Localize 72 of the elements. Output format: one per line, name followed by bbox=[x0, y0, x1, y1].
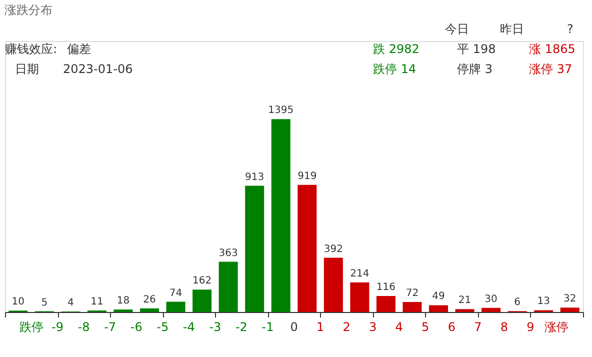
x-tick-label: -9 bbox=[52, 320, 64, 334]
x-tick-label: 6 bbox=[448, 320, 456, 334]
bar bbox=[166, 302, 186, 312]
bar bbox=[271, 119, 290, 312]
bar bbox=[298, 184, 317, 312]
bar bbox=[376, 296, 396, 312]
data-label: 913 bbox=[245, 172, 264, 183]
x-tick-label: -5 bbox=[156, 320, 169, 334]
bar bbox=[192, 290, 212, 312]
x-tick-label: -8 bbox=[78, 320, 90, 334]
bar bbox=[429, 305, 448, 312]
x-tick-label: 5 bbox=[422, 320, 430, 334]
annotation: 平 198 bbox=[457, 42, 496, 56]
chart-title: 涨跌分布 bbox=[4, 3, 52, 17]
text: ? bbox=[567, 22, 574, 36]
annotation: 涨 1865 bbox=[529, 42, 576, 56]
x-tick-label: -1 bbox=[262, 320, 274, 334]
data-label: 30 bbox=[484, 294, 498, 305]
data-label: 5 bbox=[41, 297, 48, 308]
bar bbox=[482, 308, 501, 312]
annotation: 涨停 37 bbox=[529, 62, 572, 76]
x-tick-label: -2 bbox=[235, 320, 248, 334]
bar bbox=[324, 258, 343, 312]
x-tick-label: 跌停 bbox=[19, 320, 44, 334]
data-label: 392 bbox=[324, 244, 343, 255]
text: 今日 bbox=[445, 22, 469, 36]
x-tick-label: 4 bbox=[395, 320, 403, 334]
annotation: 停牌 3 bbox=[457, 62, 492, 76]
data-label: 49 bbox=[432, 291, 445, 302]
x-tick-label: 9 bbox=[526, 320, 534, 334]
annotation: 跌 2982 bbox=[373, 42, 420, 56]
x-tick-label: 1 bbox=[316, 320, 324, 334]
data-label: 13 bbox=[537, 296, 550, 308]
x-tick-label: -6 bbox=[130, 320, 142, 334]
x-tick-label: 7 bbox=[474, 320, 482, 334]
annotation: 偏差 bbox=[67, 42, 91, 56]
annotation: 2023-01-06 bbox=[63, 62, 133, 76]
x-tick-label: 3 bbox=[369, 320, 377, 334]
data-label: 214 bbox=[350, 268, 370, 280]
data-label: 919 bbox=[298, 170, 317, 182]
data-label: 72 bbox=[406, 288, 419, 300]
x-tick-label: 0 bbox=[290, 320, 298, 334]
data-label: 11 bbox=[90, 296, 104, 308]
x-tick-label: 8 bbox=[500, 320, 508, 334]
bar bbox=[140, 308, 159, 312]
annotation: 赚钱效应: bbox=[5, 42, 58, 56]
data-label: 4 bbox=[67, 297, 74, 308]
bar bbox=[245, 186, 264, 312]
bar bbox=[560, 308, 580, 312]
data-label: 26 bbox=[143, 294, 156, 306]
bar bbox=[402, 302, 422, 312]
data-label: 32 bbox=[563, 294, 576, 305]
data-label: 162 bbox=[192, 276, 212, 287]
data-label: 1395 bbox=[268, 105, 294, 116]
data-label: 363 bbox=[218, 248, 238, 259]
data-label: 6 bbox=[514, 297, 521, 308]
text: 昨日 bbox=[500, 22, 524, 36]
x-tick-label: -3 bbox=[209, 320, 222, 334]
data-label: 21 bbox=[458, 295, 472, 306]
x-tick-label: 2 bbox=[342, 320, 350, 334]
annotation: 日期 bbox=[15, 62, 39, 76]
data-label: 74 bbox=[169, 288, 182, 299]
bar bbox=[455, 309, 474, 312]
data-label: 10 bbox=[12, 296, 25, 308]
data-label: 116 bbox=[376, 282, 396, 293]
annotation: 跌停 14 bbox=[373, 62, 416, 76]
x-tick-label: 涨停 bbox=[544, 320, 569, 334]
x-tick-label: -4 bbox=[182, 320, 195, 334]
bar bbox=[350, 282, 370, 312]
x-tick-label: -7 bbox=[104, 320, 116, 334]
data-label: 18 bbox=[116, 296, 130, 307]
bar bbox=[218, 262, 238, 312]
